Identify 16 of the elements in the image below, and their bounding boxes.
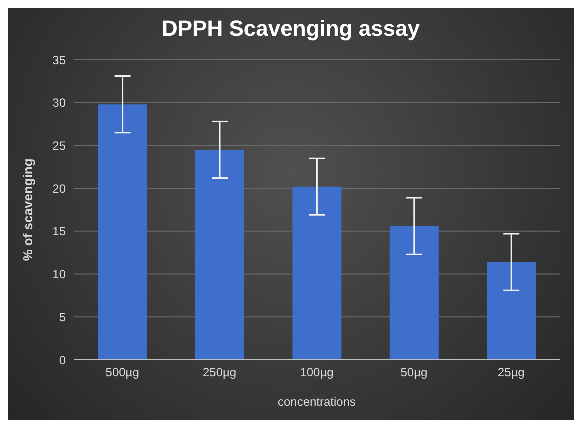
y-axis-title: % of scavenging — [20, 158, 36, 262]
y-tick-label: 35 — [52, 53, 66, 68]
y-tick-label: 30 — [52, 96, 66, 110]
y-tick-label: 25 — [52, 138, 66, 153]
x-tick-label: 100µg — [300, 366, 334, 380]
chart-title: DPPH Scavenging assay — [160, 16, 421, 42]
y-tick-label: 0 — [59, 353, 66, 368]
x-axis-title: concentrations — [278, 395, 356, 409]
y-tick-label: 5 — [59, 310, 66, 324]
y-tick-label: 20 — [52, 182, 66, 196]
x-tick-label: 50µg — [400, 366, 428, 380]
x-tick-label: 500µg — [106, 366, 140, 380]
x-tick-label: 250µg — [202, 366, 237, 380]
y-tick-label: 15 — [52, 224, 66, 239]
y-tick-label: 10 — [52, 268, 66, 282]
x-tick-label: 25µg — [498, 366, 525, 380]
